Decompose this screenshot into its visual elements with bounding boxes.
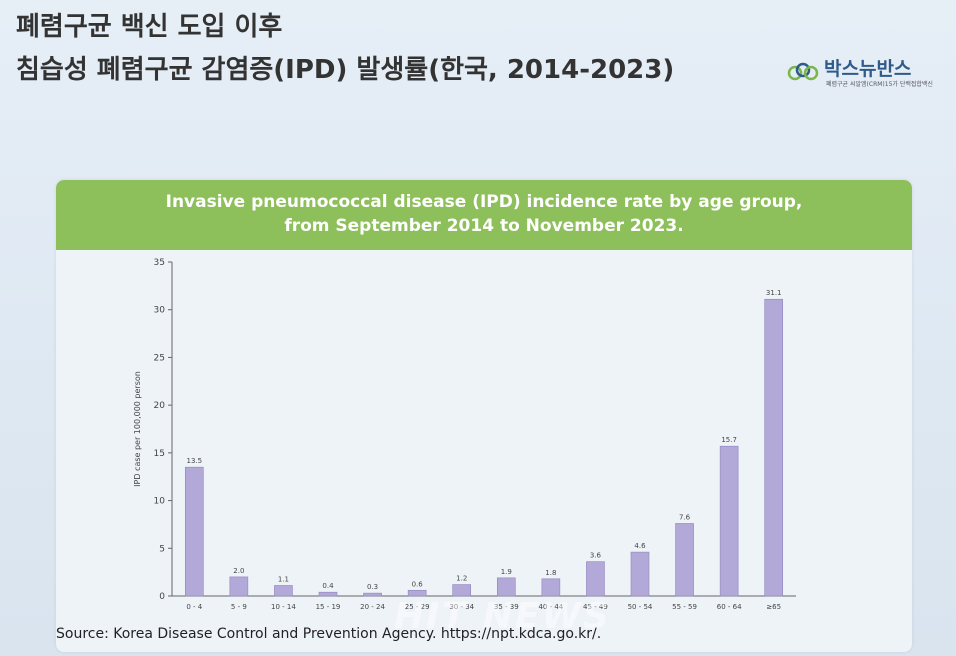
- logo-rings-icon: [787, 62, 819, 81]
- bar: [675, 523, 694, 597]
- x-tick-label: 40 - 44: [538, 603, 563, 611]
- x-tick-label: 0 - 4: [186, 603, 202, 611]
- bar: [586, 561, 605, 597]
- data-label: 31.1: [766, 289, 782, 297]
- x-tick-label: 35 - 39: [494, 603, 519, 611]
- y-tick-label: 5: [159, 544, 165, 554]
- vaxneuvance-logo: 박스뉴반스 폐렴구균 씨알엠(CRM)15가 단백접합백신: [786, 52, 954, 92]
- slide-title: 폐렴구균 백신 도입 이후: [16, 12, 283, 42]
- y-tick-label: 30: [154, 306, 166, 316]
- x-tick-label: 20 - 24: [360, 603, 385, 611]
- data-label: 1.2: [456, 575, 467, 583]
- x-tick-label: 15 - 19: [316, 603, 341, 611]
- y-tick-label: 15: [154, 449, 165, 459]
- chart-panel: Invasive pneumococcal disease (IPD) inci…: [56, 180, 912, 652]
- bar: [318, 591, 338, 597]
- logo-text: 박스뉴반스: [824, 58, 912, 80]
- y-axis-label: IPD case per 100,000 person: [133, 371, 142, 487]
- bar: [407, 589, 427, 597]
- data-label: 7.6: [679, 513, 691, 521]
- data-label: 1.9: [501, 568, 512, 576]
- bar: [274, 585, 293, 597]
- x-tick-label: 55 - 59: [672, 603, 697, 611]
- bar: [719, 445, 739, 597]
- slide-subtitle: 침습성 폐렴구균 감염증(IPD) 발생률(한국, 2014-2023): [16, 55, 675, 85]
- bar: [363, 592, 382, 597]
- bar: [764, 298, 784, 597]
- data-label: 1.1: [278, 576, 289, 584]
- bar: [452, 584, 472, 597]
- bar: [184, 466, 204, 597]
- y-tick-label: 0: [159, 592, 165, 602]
- x-tick-label: 25 - 29: [405, 603, 430, 611]
- chart-title-line-2: from September 2014 to November 2023.: [284, 216, 684, 236]
- bar: [229, 576, 249, 597]
- chart-title-line-1: Invasive pneumococcal disease (IPD) inci…: [165, 192, 803, 212]
- x-tick-label: 30 - 34: [449, 603, 474, 611]
- x-tick-label: 10 - 14: [271, 603, 296, 611]
- x-tick-label: ≥65: [766, 603, 781, 611]
- watermark: HIT NEWS: [394, 596, 611, 637]
- data-label: 15.7: [721, 436, 737, 444]
- x-tick-label: 50 - 54: [628, 603, 653, 611]
- bar: [496, 577, 516, 597]
- x-tick-label: 60 - 64: [717, 603, 742, 611]
- bar: [541, 578, 561, 597]
- y-tick-label: 25: [154, 353, 165, 363]
- data-label: 4.6: [634, 542, 646, 550]
- data-label: 0.3: [367, 583, 378, 591]
- y-tick-label: 10: [154, 497, 166, 507]
- bar: [630, 551, 650, 597]
- data-label: 2.0: [233, 567, 244, 575]
- data-label: 13.5: [186, 457, 202, 465]
- data-label: 0.4: [322, 582, 334, 590]
- data-label: 0.6: [412, 580, 424, 588]
- chart-title: Invasive pneumococcal disease (IPD) inci…: [56, 180, 912, 250]
- x-tick-label: 5 - 9: [231, 603, 247, 611]
- data-label: 3.6: [590, 552, 602, 560]
- bar-chart: 0 5 10 15 20 25 30 35 IPD case per 100,000 perso…: [133, 258, 796, 611]
- x-tick-label: 45 - 49: [583, 603, 608, 611]
- source-citation: Source: Korea Disease Control and Preven…: [56, 626, 602, 642]
- y-tick-label: 20: [154, 401, 166, 411]
- logo-tagline: 폐렴구균 씨알엠(CRM)15가 단백접합백신: [826, 81, 933, 88]
- data-label: 1.8: [545, 569, 556, 577]
- y-tick-label: 35: [154, 258, 165, 268]
